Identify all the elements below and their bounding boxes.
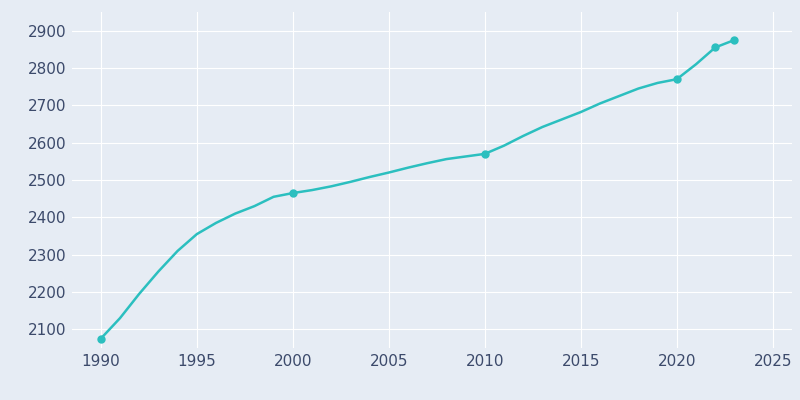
- Point: [478, 151, 491, 157]
- Point: [670, 76, 683, 82]
- Point: [728, 37, 741, 43]
- Point: [286, 190, 299, 196]
- Point: [94, 336, 107, 342]
- Point: [709, 44, 722, 51]
